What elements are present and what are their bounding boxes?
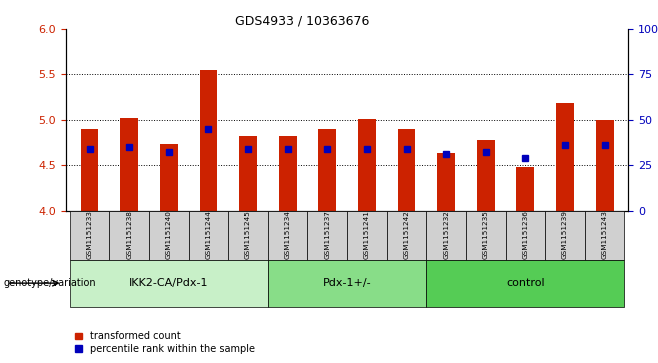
- Bar: [149, 211, 189, 260]
- Text: control: control: [506, 278, 545, 288]
- Text: GSM1151236: GSM1151236: [522, 211, 528, 260]
- Text: IKK2-CA/Pdx-1: IKK2-CA/Pdx-1: [129, 278, 209, 288]
- Bar: [228, 211, 268, 260]
- Bar: [397, 129, 415, 211]
- Text: GSM1151235: GSM1151235: [483, 211, 489, 260]
- Bar: [279, 136, 297, 211]
- Bar: [466, 211, 505, 260]
- Text: GSM1151242: GSM1151242: [403, 211, 409, 260]
- Bar: [268, 260, 426, 307]
- Text: GSM1151241: GSM1151241: [364, 211, 370, 260]
- Text: GSM1151244: GSM1151244: [205, 211, 211, 260]
- Text: GSM1151243: GSM1151243: [601, 211, 607, 260]
- Legend: transformed count, percentile rank within the sample: transformed count, percentile rank withi…: [70, 327, 259, 358]
- Bar: [70, 211, 109, 260]
- Bar: [189, 211, 228, 260]
- Text: genotype/variation: genotype/variation: [3, 278, 96, 288]
- Text: GSM1151232: GSM1151232: [443, 211, 449, 260]
- Text: GSM1151238: GSM1151238: [126, 211, 132, 260]
- Text: GSM1151234: GSM1151234: [285, 211, 291, 260]
- Bar: [426, 260, 624, 307]
- Bar: [307, 211, 347, 260]
- Bar: [199, 70, 217, 211]
- Bar: [387, 211, 426, 260]
- Bar: [517, 167, 534, 211]
- Bar: [318, 129, 336, 211]
- Title: GDS4933 / 10363676: GDS4933 / 10363676: [235, 15, 369, 28]
- Text: GSM1151233: GSM1151233: [87, 211, 93, 260]
- Bar: [109, 211, 149, 260]
- Bar: [268, 211, 307, 260]
- Bar: [358, 119, 376, 211]
- Bar: [556, 103, 574, 211]
- Bar: [437, 153, 455, 211]
- Text: GSM1151245: GSM1151245: [245, 211, 251, 260]
- Bar: [81, 129, 99, 211]
- Bar: [347, 211, 387, 260]
- Bar: [70, 260, 268, 307]
- Bar: [239, 136, 257, 211]
- Text: GSM1151237: GSM1151237: [324, 211, 330, 260]
- Bar: [160, 144, 178, 211]
- Bar: [120, 118, 138, 211]
- Bar: [595, 120, 613, 211]
- Text: GSM1151239: GSM1151239: [562, 211, 568, 260]
- Text: Pdx-1+/-: Pdx-1+/-: [323, 278, 371, 288]
- Bar: [545, 211, 585, 260]
- Text: GSM1151240: GSM1151240: [166, 211, 172, 260]
- Bar: [505, 211, 545, 260]
- Bar: [426, 211, 466, 260]
- Bar: [477, 140, 495, 211]
- Bar: [585, 211, 624, 260]
